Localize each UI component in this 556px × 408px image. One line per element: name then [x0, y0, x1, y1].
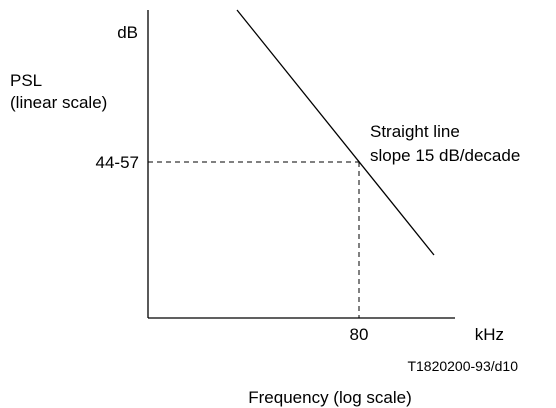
slope-line	[236, 9, 435, 256]
x-axis-title: Frequency (log scale)	[248, 388, 411, 407]
y-axis-title-line2: (linear scale)	[10, 93, 107, 112]
y-unit-label: dB	[117, 23, 138, 42]
y-tick-label: 44-57	[96, 153, 139, 172]
x-unit-label: kHz	[475, 325, 504, 344]
annotation-line1: Straight line	[370, 122, 460, 141]
annotation-line2: slope 15 dB/decade	[370, 146, 520, 165]
y-axis-title-line1: PSL	[10, 71, 42, 90]
figure-id-label: T1820200-93/d10	[407, 358, 518, 374]
x-tick-label: 80	[350, 325, 369, 344]
